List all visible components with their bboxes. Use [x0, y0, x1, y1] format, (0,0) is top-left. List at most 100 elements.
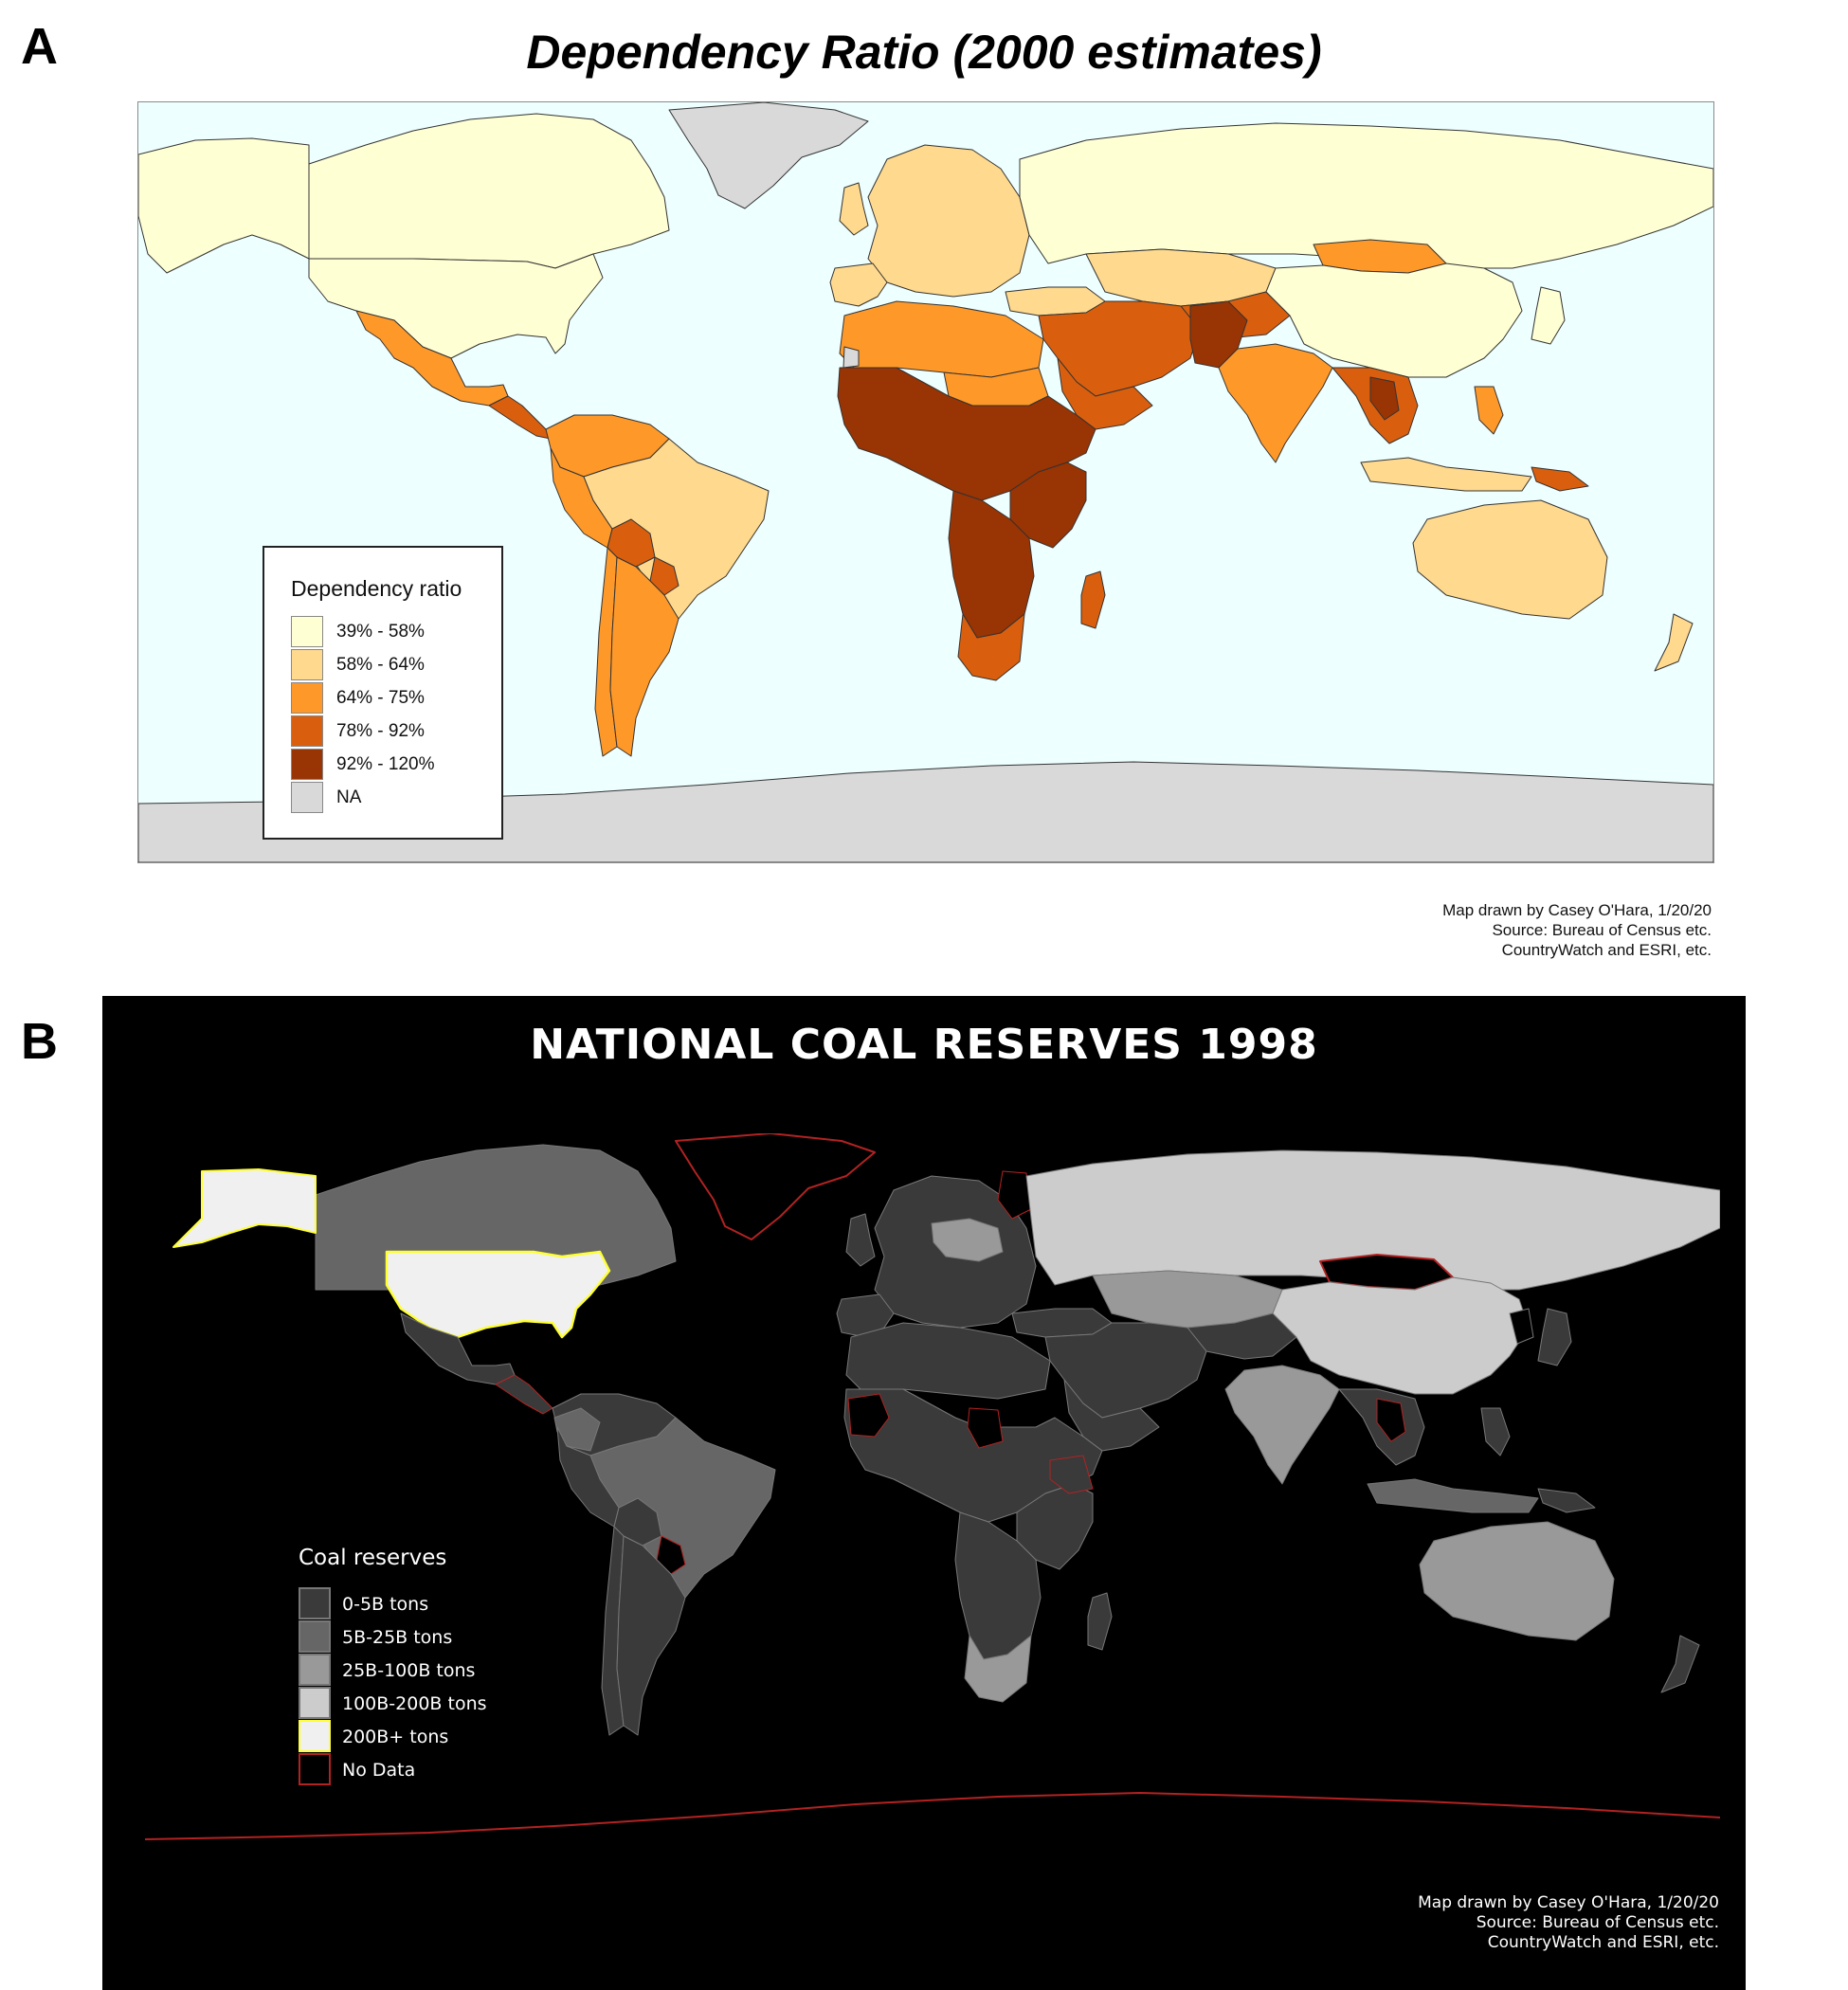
- china: [1272, 1276, 1530, 1395]
- central-europe: [931, 1218, 1004, 1262]
- panel-label-b: B: [21, 1013, 58, 1070]
- legend-label: 100B-200B tons: [342, 1693, 487, 1714]
- central-america: [495, 1374, 553, 1415]
- legend-item-b: No Data: [299, 1753, 535, 1785]
- central-asia: [1187, 1312, 1297, 1360]
- legend-title-a: Dependency ratio: [291, 576, 462, 601]
- papua-new-guinea: [1537, 1488, 1596, 1513]
- india: [1218, 343, 1333, 463]
- legend-title-b: Coal reserves: [299, 1546, 447, 1570]
- madagascar: [1080, 570, 1106, 629]
- antarctica: [145, 1792, 1720, 1840]
- paraguay: [649, 556, 679, 596]
- legend-label: 78% - 92%: [336, 721, 425, 741]
- iberia: [829, 262, 888, 307]
- credit-line: CountryWatch and ESRI, etc.: [1501, 941, 1712, 959]
- credit-line: Map drawn by Casey O'Hara, 1/20/20: [1442, 901, 1712, 919]
- paraguay: [656, 1535, 686, 1575]
- legend-label: NA: [336, 787, 362, 807]
- madagascar: [1087, 1592, 1113, 1651]
- panel-label-a: A: [21, 18, 58, 75]
- alaska: [172, 1168, 317, 1248]
- coal-reserves-map: [145, 1133, 1720, 1893]
- legend-coal-reserves: Coal reserves 0-5B tons 5B-25B tons 25B-…: [299, 1546, 545, 1785]
- russia: [1025, 1149, 1720, 1291]
- greenland: [668, 102, 869, 209]
- philippines: [1474, 386, 1504, 435]
- legend-label: 39% - 58%: [336, 622, 425, 642]
- credit-line: Source: Bureau of Census etc.: [1476, 1913, 1719, 1932]
- legend-swatch: [299, 1587, 331, 1619]
- legend-item-b: 5B-25B tons: [299, 1620, 535, 1653]
- legend-swatch: [291, 649, 323, 680]
- arabia: [1063, 1379, 1160, 1452]
- papua-new-guinea: [1531, 466, 1589, 492]
- japan: [1531, 286, 1566, 345]
- western-sahara: [842, 346, 860, 369]
- legend-item-a: 64% - 75%: [291, 682, 499, 714]
- legend-label: 58% - 64%: [336, 655, 425, 675]
- indonesia: [1367, 1478, 1539, 1513]
- legend-label: No Data: [342, 1760, 416, 1781]
- legend-label: 5B-25B tons: [342, 1627, 453, 1648]
- legend-swatch: [291, 715, 323, 747]
- legend-item-a: 92% - 120%: [291, 749, 499, 780]
- credit-line: Map drawn by Casey O'Hara, 1/20/20: [1418, 1893, 1719, 1912]
- north-africa: [845, 1322, 1051, 1400]
- coal-reserves-panel: NATIONAL COAL RESERVES 1998: [102, 996, 1746, 1990]
- australia: [1412, 499, 1608, 620]
- legend-item-b: 25B-100B tons: [299, 1654, 535, 1686]
- legend-label: 92% - 120%: [336, 754, 435, 774]
- legend-item-b: 0-5B tons: [299, 1587, 535, 1619]
- legend-dependency-ratio: Dependency ratio 39% - 58% 58% - 64% 64%…: [263, 546, 503, 840]
- map-title-a: Dependency Ratio (2000 estimates): [526, 26, 1322, 79]
- legend-swatch: [299, 1687, 331, 1719]
- philippines: [1480, 1407, 1511, 1456]
- legend-swatch: [299, 1753, 331, 1785]
- legend-item-a: 39% - 58%: [291, 616, 499, 647]
- laos-cambodia: [1369, 376, 1400, 421]
- uk: [845, 1213, 876, 1267]
- argentina: [616, 1535, 686, 1736]
- south-africa: [964, 1635, 1032, 1703]
- baltics: [997, 1170, 1032, 1220]
- mauritania: [847, 1393, 890, 1438]
- legend-item-b: 100B-200B tons: [299, 1687, 535, 1719]
- legend-swatch: [299, 1620, 331, 1653]
- ethiopia-somalia: [1049, 1455, 1094, 1494]
- credit-line: CountryWatch and ESRI, etc.: [1487, 1933, 1719, 1952]
- australia: [1419, 1521, 1615, 1641]
- legend-item-a: 78% - 92%: [291, 715, 499, 747]
- europe: [867, 144, 1030, 298]
- credit-line: Source: Bureau of Census etc.: [1492, 921, 1712, 939]
- indonesia: [1360, 457, 1532, 492]
- usa: [385, 1250, 611, 1339]
- korea: [1509, 1308, 1534, 1345]
- legend-swatch: [299, 1720, 331, 1752]
- alaska: [138, 137, 310, 274]
- laos-cambodia: [1376, 1398, 1406, 1442]
- legend-item-b: 200B+ tons: [299, 1720, 535, 1752]
- arabia: [1057, 357, 1153, 430]
- new-zealand: [1660, 1635, 1700, 1693]
- legend-swatch: [291, 682, 323, 714]
- india: [1224, 1365, 1340, 1485]
- new-zealand: [1654, 613, 1694, 672]
- legend-swatch: [291, 749, 323, 780]
- argentina: [609, 556, 679, 757]
- chad: [967, 1407, 1004, 1449]
- legend-swatch: [291, 616, 323, 647]
- japan: [1537, 1308, 1572, 1366]
- legend-item-a: 58% - 64%: [291, 649, 499, 680]
- legend-item-a: NA: [291, 782, 499, 813]
- greenland: [675, 1133, 876, 1240]
- map-title-b: NATIONAL COAL RESERVES 1998: [530, 1021, 1318, 1069]
- legend-swatch: [291, 782, 323, 813]
- map-credit-b: Map drawn by Casey O'Hara, 1/20/20 Sourc…: [1418, 1893, 1719, 1953]
- coal-reserves-map-svg: [145, 1133, 1720, 1840]
- uk: [839, 182, 869, 236]
- legend-label: 25B-100B tons: [342, 1660, 476, 1681]
- russia: [1019, 122, 1713, 269]
- legend-label: 200B+ tons: [342, 1727, 449, 1747]
- legend-swatch: [299, 1654, 331, 1686]
